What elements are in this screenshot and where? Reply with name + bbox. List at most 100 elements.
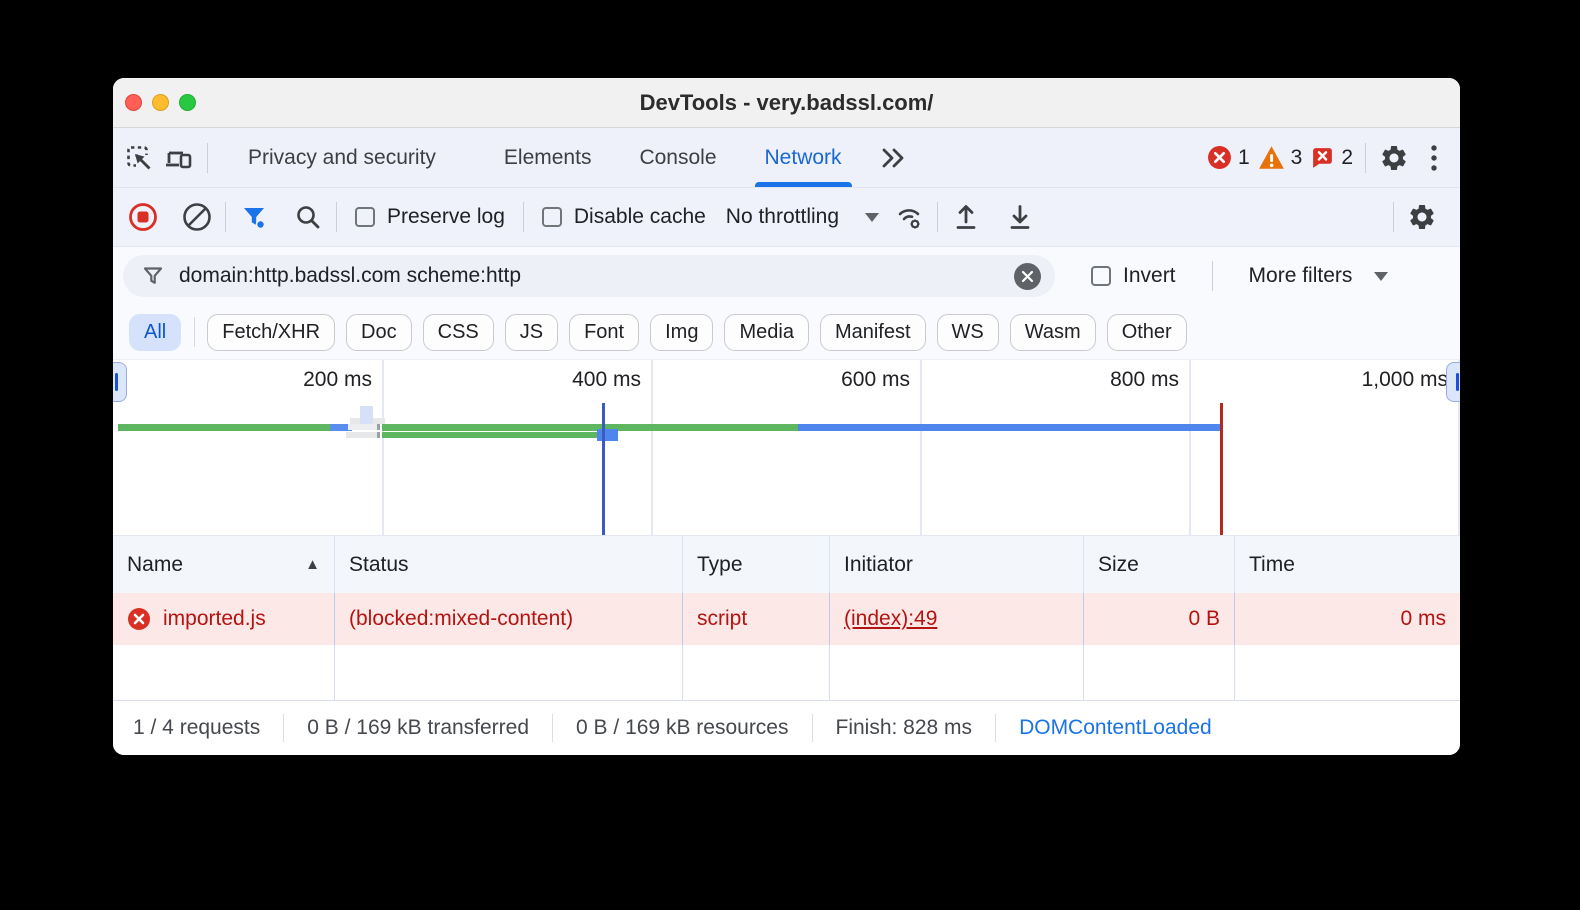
chip-ws[interactable]: WS [936,313,999,351]
time-label-200ms: 200 ms [303,368,372,391]
overview-bar-cap-2 [377,432,380,438]
issues-count: 2 [1341,145,1353,169]
cell-initiator: (index):49 [830,593,1084,645]
tab-console[interactable]: Console [639,145,717,169]
overview-bar-pending-3 [346,432,377,438]
gear-icon [1382,145,1406,170]
preserve-log-checkbox[interactable] [355,207,375,227]
titlebar: DevTools - very.badssl.com/ [113,78,1460,128]
network-summary-bar: 1 / 4 requests 0 B / 169 kB transferred … [113,700,1460,755]
device-toolbar-icon [166,151,192,168]
close-icon [1021,270,1034,282]
filter-toggle-button[interactable] [234,197,274,237]
warning-count: 3 [1290,145,1303,169]
throttling-value: No throttling [725,205,840,228]
inspect-element-button[interactable] [119,138,159,178]
network-conditions-button[interactable] [889,197,929,237]
chip-img[interactable]: Img [650,313,714,351]
preserve-log-group: Preserve log [355,205,505,229]
search-button[interactable] [288,197,328,237]
issues-badge[interactable]: 2 [1310,145,1353,170]
more-filters-dropdown[interactable]: More filters [1249,264,1389,288]
filter-separator [1211,261,1213,291]
tab-network[interactable]: Network [741,128,866,187]
warning-icon [1258,146,1284,169]
overview-left-handle[interactable] [113,362,127,402]
requests-count-summary: 1 / 4 requests [133,716,261,739]
overview-bar-queued [360,406,373,429]
export-har-button[interactable] [1000,197,1040,237]
record-network-log-button[interactable] [123,197,163,237]
time-label-400ms: 400 ms [572,368,641,391]
column-header-time[interactable]: Time [1249,552,1295,576]
toolbar-separator-3 [522,202,524,232]
network-overview-timeline[interactable]: 200 ms 400 ms 600 ms 800 ms 1,000 ms [113,360,1460,535]
column-header-size[interactable]: Size [1084,536,1235,593]
console-errors-badge[interactable]: 1 [1207,145,1250,170]
overview-bar-cap-1 [377,424,380,430]
network-toolbar: Preserve log Disable cache No throttling [113,188,1460,247]
chip-font[interactable]: Font [569,313,640,351]
column-header-type[interactable]: Type [683,536,830,593]
filter-input[interactable]: domain:http.badssl.com scheme:http [123,255,1055,297]
filter-query-text: domain:http.badssl.com scheme:http [179,264,522,287]
preserve-log-label: Preserve log [387,205,505,228]
toggle-device-toolbar-button[interactable] [159,138,199,178]
clear-filter-button[interactable] [1014,262,1041,290]
download-icon [1010,205,1030,229]
chip-js[interactable]: JS [504,313,559,351]
invert-filter-group: Invert [1091,264,1176,288]
gear-icon [1410,205,1434,229]
tab-privacy-and-security[interactable]: Privacy and security [248,145,436,169]
issues-icon [1313,148,1333,168]
devtools-settings-button[interactable] [1374,138,1414,178]
minimize-window-button[interactable] [152,94,169,111]
network-settings-button[interactable] [1402,197,1442,237]
clear-network-log-button[interactable] [177,197,217,237]
funnel-icon [143,267,163,284]
column-header-name[interactable]: Name ▲ [113,536,335,593]
chip-css[interactable]: CSS [422,313,494,351]
import-har-button[interactable] [946,197,986,237]
column-header-initiator[interactable]: Initiator [830,536,1084,593]
time-label-600ms: 600 ms [841,368,910,391]
chip-fetch-xhr[interactable]: Fetch/XHR [207,313,336,351]
devtools-menu-button[interactable] [1414,138,1454,178]
cell-name: imported.js [113,593,335,645]
chip-other[interactable]: Other [1106,313,1187,351]
time-label-1000ms: 1,000 ms [1361,368,1448,391]
gridline-800ms [1189,360,1191,535]
overview-bar-blue-cap [597,429,618,441]
invert-checkbox[interactable] [1091,266,1111,286]
sort-ascending-icon: ▲ [305,556,320,573]
chip-media[interactable]: Media [724,313,809,351]
overview-right-handle[interactable] [1446,362,1460,402]
tab-elements[interactable]: Elements [503,145,592,169]
chip-doc[interactable]: Doc [346,313,412,351]
error-icon [1207,146,1231,169]
close-window-button[interactable] [125,94,142,111]
resource-type-filter-row: All Fetch/XHR Doc CSS JS Font Img Media … [113,305,1460,360]
initiator-link[interactable]: (index):49 [844,607,938,630]
devtools-window: DevTools - very.badssl.com/ Privacy and … [113,78,1460,755]
load-event-line [1220,403,1223,535]
window-title: DevTools - very.badssl.com/ [639,89,934,115]
request-row-imported-js[interactable]: imported.js (blocked:mixed-content) scri… [113,593,1460,645]
toolbar-separator-4 [937,202,939,232]
column-header-status[interactable]: Status [335,536,683,593]
resources-summary: 0 B / 169 kB resources [576,716,789,739]
console-warnings-badge[interactable]: 3 [1258,145,1303,170]
requests-table-header: Name ▲ Status Type Initiator Size Time [113,535,1460,593]
overview-bar-green-2 [382,424,798,431]
chip-manifest[interactable]: Manifest [819,313,926,351]
disable-cache-checkbox[interactable] [541,207,562,227]
cell-type: script [683,593,830,645]
zoom-window-button[interactable] [179,94,196,111]
more-tabs-button[interactable] [872,138,912,178]
chip-all[interactable]: All [129,313,182,351]
chip-wasm[interactable]: Wasm [1009,313,1096,351]
record-icon [129,203,157,231]
gridline-600ms [920,360,922,535]
throttling-select[interactable]: No throttling [725,205,880,229]
overview-bar-pending-2 [348,424,377,430]
